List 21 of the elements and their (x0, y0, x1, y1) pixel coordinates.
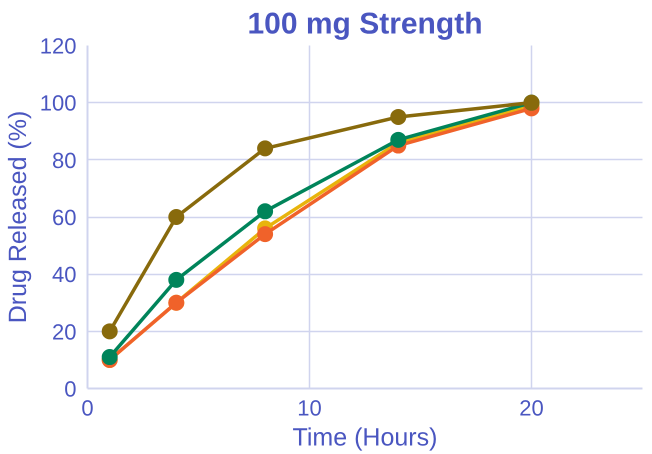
point (257, 140, 274, 156)
x-tick-label: 20 (519, 396, 544, 420)
x-axis-title: Time (Hours) (292, 424, 438, 452)
point (390, 132, 406, 148)
point (257, 203, 274, 220)
point (390, 108, 406, 125)
y-tick-label: 0 (64, 376, 77, 402)
y-tick-label: 60 (52, 205, 77, 230)
x-tick-label: 0 (81, 396, 94, 420)
y-tick-label: 40 (52, 262, 77, 288)
point (168, 272, 184, 288)
chart-title: 100 mg Strength (247, 8, 483, 40)
point (102, 323, 118, 340)
point (257, 226, 274, 242)
y-axis-title: Drug Released (%) (4, 110, 32, 324)
point (168, 209, 184, 225)
x-tick-label: 10 (297, 396, 322, 420)
y-tick-label: 100 (40, 90, 77, 116)
y-tick-label: 120 (40, 34, 77, 58)
y-tick-label: 20 (52, 319, 77, 344)
y-tick-label: 80 (52, 148, 77, 173)
